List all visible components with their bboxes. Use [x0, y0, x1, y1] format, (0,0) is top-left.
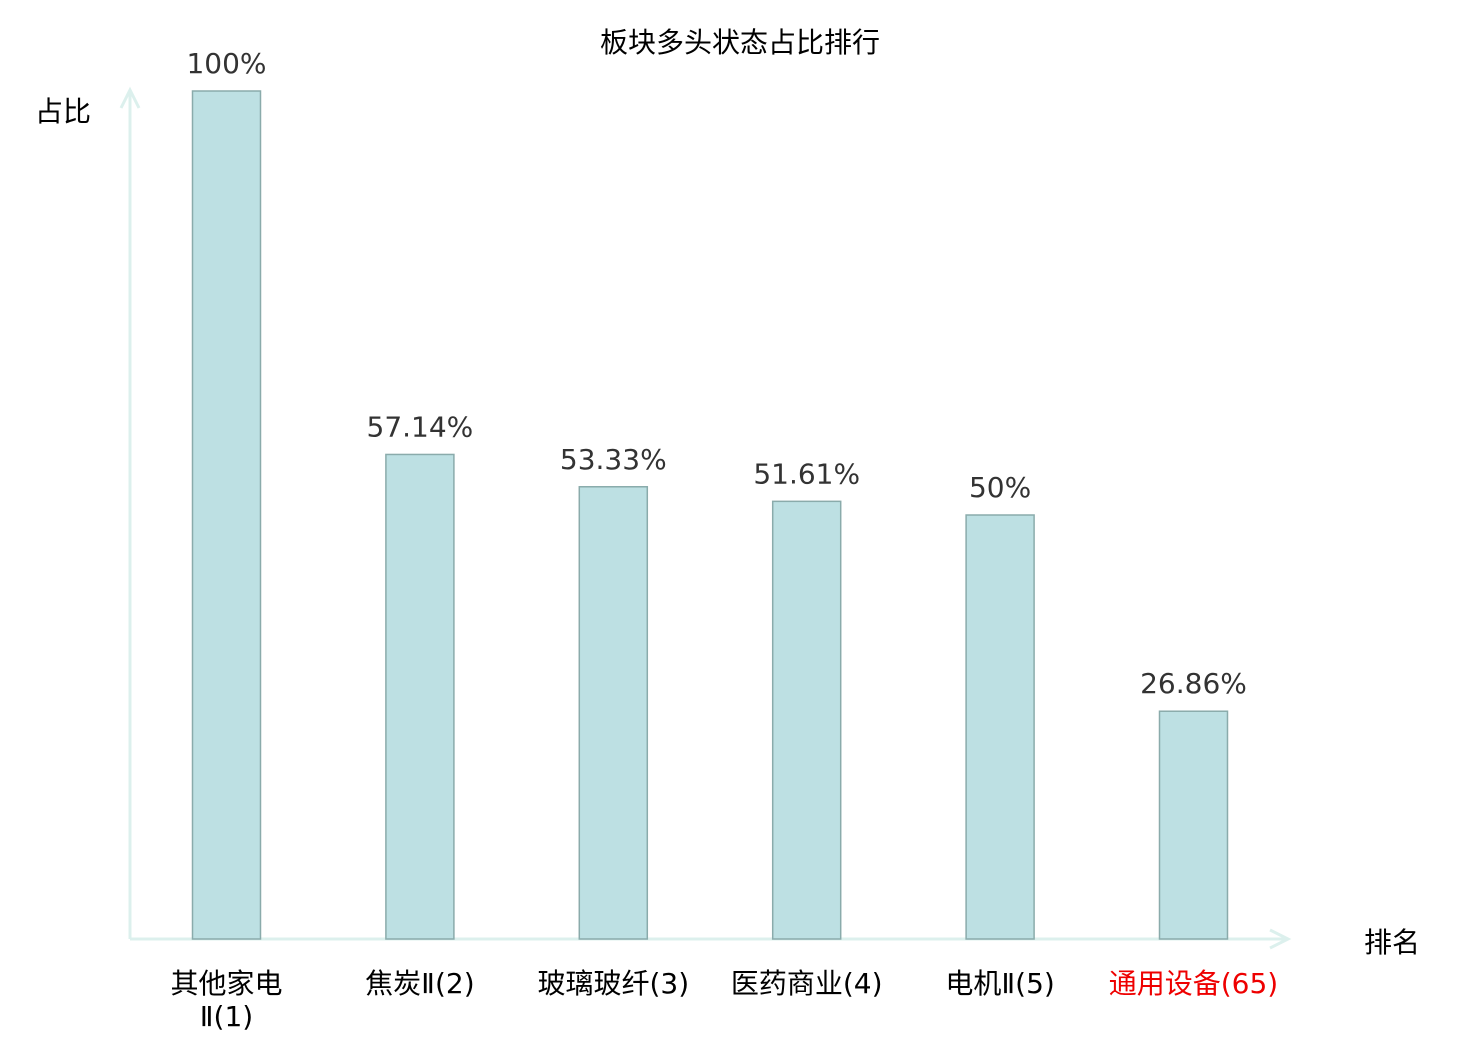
x-tick-label: 其他家电: [170, 967, 282, 1000]
data-label: 26.86%: [1140, 667, 1247, 700]
bar: [385, 453, 455, 940]
axes: [119, 86, 1292, 950]
data-label: 100%: [186, 47, 266, 80]
data-label: 50%: [969, 471, 1031, 504]
x-tick-label: 通用设备(65): [1109, 967, 1278, 1000]
x-tick-label: 电机Ⅱ(5): [945, 967, 1054, 1000]
x-tick-label: Ⅱ(1): [200, 1000, 253, 1033]
bar: [771, 500, 842, 940]
data-label: 57.14%: [367, 410, 474, 443]
x-tick-label: 焦炭Ⅱ(2): [365, 967, 474, 1000]
x-tick-label: 玻璃玻纤(3): [537, 967, 689, 1000]
data-label: 51.61%: [753, 457, 860, 490]
bar: [1158, 710, 1229, 940]
bar: [965, 514, 1035, 940]
bar: [191, 90, 262, 940]
y-axis-label: 占比: [35, 95, 91, 128]
x-axis-label: 排名: [1364, 926, 1420, 959]
x-tick-label: 医药商业(4): [731, 967, 883, 1000]
bar: [578, 486, 649, 940]
data-label: 53.33%: [560, 443, 667, 476]
bars: [191, 90, 1229, 940]
y-axis-arrow-icon: [119, 86, 141, 109]
chart-title: 板块多头状态占比排行: [600, 26, 880, 59]
x-axis-arrow-icon: [1269, 928, 1292, 950]
